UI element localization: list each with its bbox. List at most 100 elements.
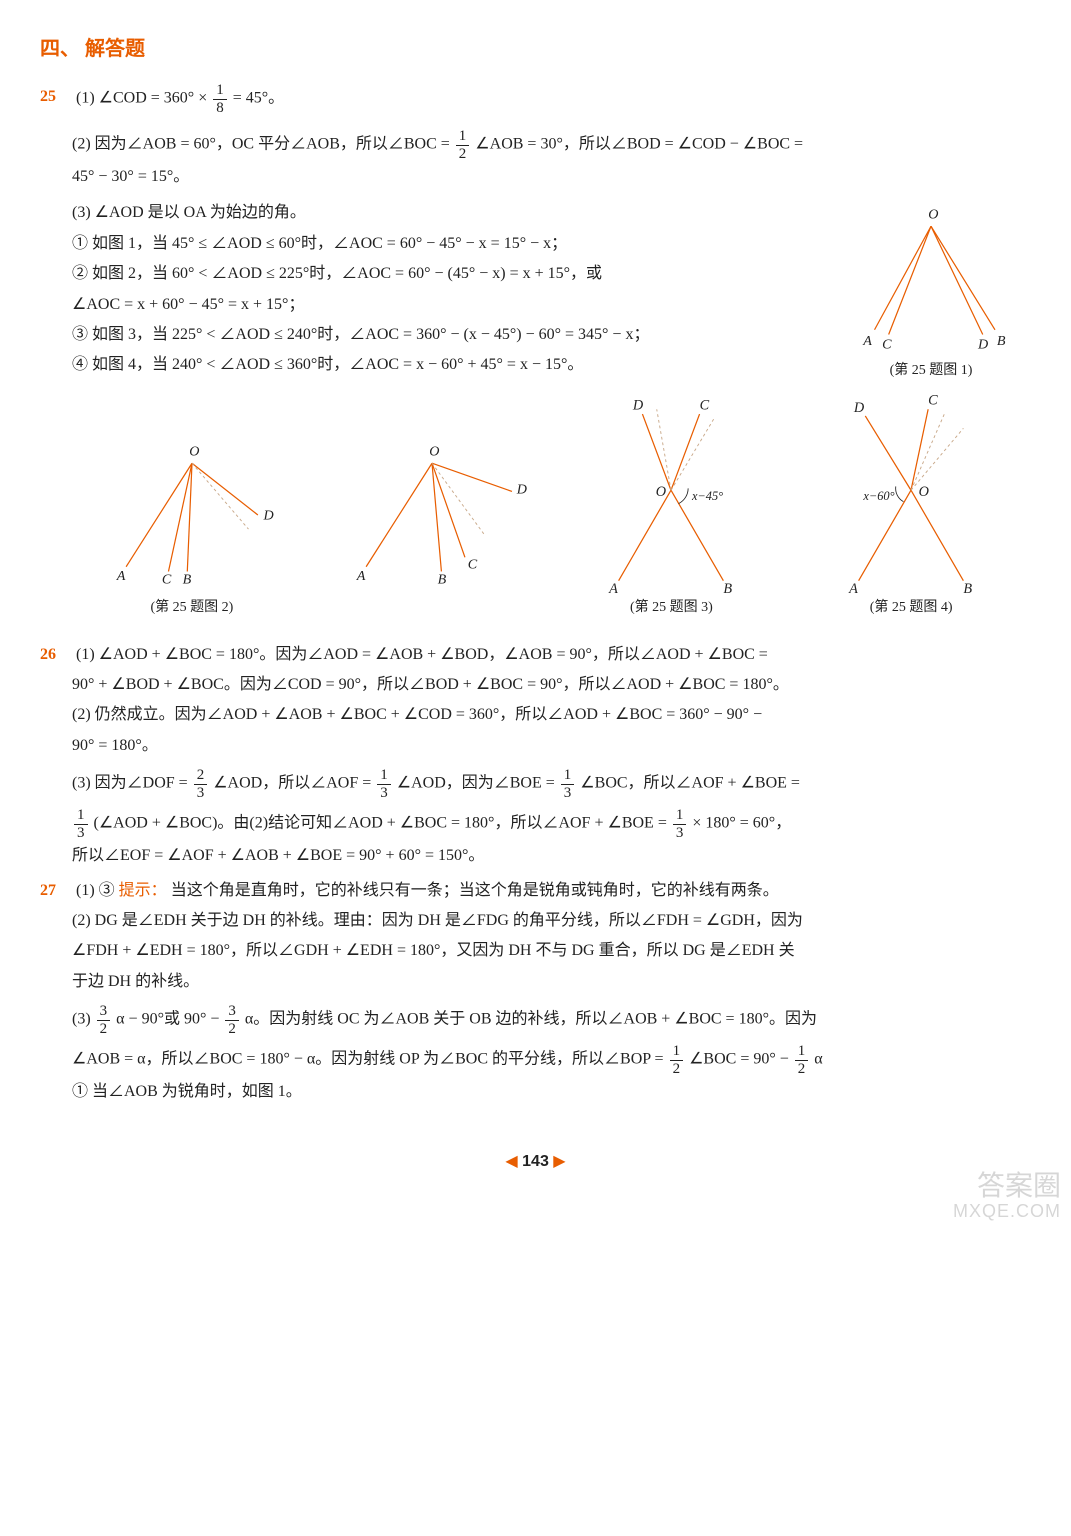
q25-p1a: (1) ∠COD = 360° × (76, 90, 211, 107)
qnum-27: 27 (40, 876, 72, 906)
q25-c4: ④ 如图 4，当 240° < ∠AOD ≤ 360°时，∠AOC = x − … (72, 350, 821, 380)
q25-p2: (2) 因为∠AOB = 60°，OC 平分∠AOB，所以∠BOC = 12 ∠… (72, 128, 1031, 162)
q26-p3d: ∠BOC，所以∠AOF + ∠BOE = (580, 775, 800, 792)
frac-1-3c: 13 (74, 807, 88, 841)
fig-25-4: O x−60° A B D C (第 25 题图 4) (791, 395, 1031, 622)
q25-p3-text: (3) ∠AOD 是以 OA 为始边的角。 ① 如图 1，当 45° ≤ ∠AO… (72, 198, 821, 380)
fig-25-2-caption: (第 25 题图 2) (72, 595, 312, 622)
q27-p2c: 于边 DH 的补线。 (72, 967, 1031, 997)
fig-25-2a: O A C B D (第 25 题图 2) (72, 435, 312, 622)
svg-text:x−45°: x−45° (691, 489, 723, 503)
q27-p2b: ∠FDH + ∠EDH = 180°，所以∠GDH + ∠EDH = 180°，… (72, 936, 1031, 966)
svg-text:D: D (853, 400, 865, 416)
svg-text:O: O (928, 207, 938, 223)
q25-p2b: ∠AOB = 30°，所以∠BOD = ∠COD − ∠BOC = (475, 136, 803, 153)
section-title: 四、 解答题 (40, 30, 1031, 68)
fig-25-3: O x−45° A B D C (第 25 题图 3) (552, 395, 792, 622)
svg-text:O: O (429, 444, 439, 460)
q26-p3-line1: (3) 因为∠DOF = 23 ∠AOD，所以∠AOF = 13 ∠AOD，因为… (72, 767, 1031, 801)
q27-p3e: ∠BOC = 90° − (689, 1051, 793, 1068)
q26-p1b: 90° + ∠BOD + ∠BOC。因为∠COD = 90°，所以∠BOD + … (72, 670, 1031, 700)
svg-text:D: D (977, 337, 988, 353)
svg-text:C: C (700, 397, 710, 413)
frac-1-8: 18 (213, 82, 227, 116)
q25-p3-row: (3) ∠AOD 是以 OA 为始边的角。 ① 如图 1，当 45° ≤ ∠AO… (72, 198, 1031, 385)
svg-text:B: B (182, 572, 191, 588)
frac-3-2a: 32 (97, 1003, 111, 1037)
tri-left-icon: ◀ (505, 1153, 517, 1170)
fig-25-3-caption: (第 25 题图 3) (552, 595, 792, 622)
svg-text:C: C (928, 395, 938, 409)
q27-p3d: ∠AOB = α，所以∠BOC = 180° − α。因为射线 OP 为∠BOC… (72, 1051, 668, 1068)
q26-p3e: (∠AOD + ∠BOC)。由(2)结论可知∠AOD + ∠BOC = 180°… (94, 815, 671, 832)
q25-c2b: ∠AOC = x + 60° − 45° = x + 15°； (72, 290, 821, 320)
watermark-line2: MXQE.COM (953, 1202, 1061, 1222)
svg-text:A: A (608, 581, 618, 595)
q25-c2: ② 如图 2，当 60° < ∠AOD ≤ 225°时，∠AOC = 60° −… (72, 259, 821, 289)
q27-p2: (2) DG 是∠EDH 关于边 DH 的补线。理由：因为 DH 是∠FDG 的… (72, 906, 1031, 936)
q27-p1b: 当这个角是直角时，它的补线只有一条；当这个角是锐角或钝角时，它的补线有两条。 (171, 882, 779, 899)
frac-1-2b: 12 (795, 1043, 809, 1077)
fig-25-1-caption: (第 25 题图 1) (831, 358, 1031, 385)
svg-text:A: A (848, 581, 858, 595)
frac-1-3a: 13 (377, 767, 391, 801)
q27-p3g: α (814, 1051, 822, 1068)
svg-text:A: A (355, 568, 365, 584)
q26-p3-line2: 13 (∠AOD + ∠BOC)。由(2)结论可知∠AOD + ∠BOC = 1… (72, 807, 1031, 841)
svg-text:x−60°: x−60° (863, 489, 895, 503)
svg-text:O: O (656, 484, 666, 500)
page-number: ◀ 143 ▶ (40, 1147, 1031, 1177)
question-25: 25 (1) ∠COD = 360° × 18 = 45°。 (2) 因为∠AO… (40, 82, 1031, 622)
fig-25-2b: O A B C D (312, 435, 552, 622)
frac-3-2b: 32 (225, 1003, 239, 1037)
svg-text:B: B (997, 333, 1006, 349)
svg-text:D: D (262, 508, 273, 524)
q25-p2a: (2) 因为∠AOB = 60°，OC 平分∠AOB，所以∠BOC = (72, 136, 454, 153)
svg-text:B: B (964, 581, 973, 595)
svg-text:C: C (882, 337, 892, 353)
svg-text:A: A (116, 568, 126, 584)
watermark: 答案圈 MXQE.COM (953, 1171, 1061, 1222)
q26-p3a: (3) 因为∠DOF = (72, 775, 192, 792)
q27-p3-line1: (3) 32 α − 90°或 90° − 32 α。因为射线 OC 为∠AOB… (72, 1003, 1031, 1037)
q27-p1a: (1) ③ (76, 882, 119, 899)
q25-p3: (3) ∠AOD 是以 OA 为始边的角。 (72, 198, 821, 228)
frac-1-3b: 13 (561, 767, 575, 801)
frac-2-3: 23 (194, 767, 208, 801)
q26-p3g: × 180° = 60°， (692, 815, 791, 832)
q27-p3a: (3) (72, 1011, 95, 1028)
q27-hint: 提示： (119, 882, 167, 899)
q25-c1: ① 如图 1，当 45° ≤ ∠AOD ≤ 60°时，∠AOC = 60° − … (72, 229, 821, 259)
question-26: 26 (1) ∠AOD + ∠BOC = 180°。因为∠AOD = ∠AOB … (40, 640, 1031, 872)
svg-text:B: B (437, 572, 446, 588)
svg-text:D: D (515, 481, 526, 497)
q26-p3c: ∠AOD，因为∠BOE = (397, 775, 559, 792)
question-27: 27 (1) ③ 提示： 当这个角是直角时，它的补线只有一条；当这个角是锐角或钝… (40, 876, 1031, 1108)
svg-text:D: D (632, 397, 644, 413)
q25-p2c: 45° − 30° = 15°。 (72, 162, 1031, 192)
q26-p3h: 所以∠EOF = ∠AOF + ∠AOB + ∠BOE = 90° + 60° … (72, 841, 1031, 871)
frac-1-2a: 12 (670, 1043, 684, 1077)
fig-row-25: O A C B D (第 25 题图 2) O (72, 395, 1031, 622)
frac-1-3d: 13 (673, 807, 687, 841)
svg-text:O: O (919, 484, 929, 500)
q26-p2b: 90° = 180°。 (72, 731, 1031, 761)
q27-p3b: α − 90°或 90° − (116, 1011, 223, 1028)
q26-p1: (1) ∠AOD + ∠BOC = 180°。因为∠AOD = ∠AOB + ∠… (76, 640, 1027, 670)
q27-p3c: α。因为射线 OC 为∠AOB 关于 OB 边的补线，所以∠AOB + ∠BOC… (245, 1011, 817, 1028)
svg-text:C: C (467, 557, 477, 573)
q25-p1-line: (1) ∠COD = 360° × 18 = 45°。 (76, 82, 1027, 116)
q25-c3: ③ 如图 3，当 225° < ∠AOD ≤ 240°时，∠AOC = 360°… (72, 320, 821, 350)
frac-1-2: 12 (456, 128, 470, 162)
svg-text:C: C (162, 572, 172, 588)
q25-p1b: = 45°。 (233, 90, 284, 107)
svg-text:A: A (862, 333, 872, 349)
q27-p3-line2: ∠AOB = α，所以∠BOC = 180° − α。因为射线 OP 为∠BOC… (72, 1043, 1031, 1077)
qnum-25: 25 (40, 82, 72, 112)
pagenum-value: 143 (522, 1153, 549, 1170)
q27-p3h: ① 当∠AOB 为锐角时，如图 1。 (72, 1077, 1031, 1107)
q26-p2: (2) 仍然成立。因为∠AOD + ∠AOB + ∠BOC + ∠COD = 3… (72, 700, 1031, 730)
fig-25-1: O A C D B (第 25 题图 1) (831, 198, 1031, 385)
fig-25-2b-pad (312, 595, 552, 622)
qnum-26: 26 (40, 640, 72, 670)
